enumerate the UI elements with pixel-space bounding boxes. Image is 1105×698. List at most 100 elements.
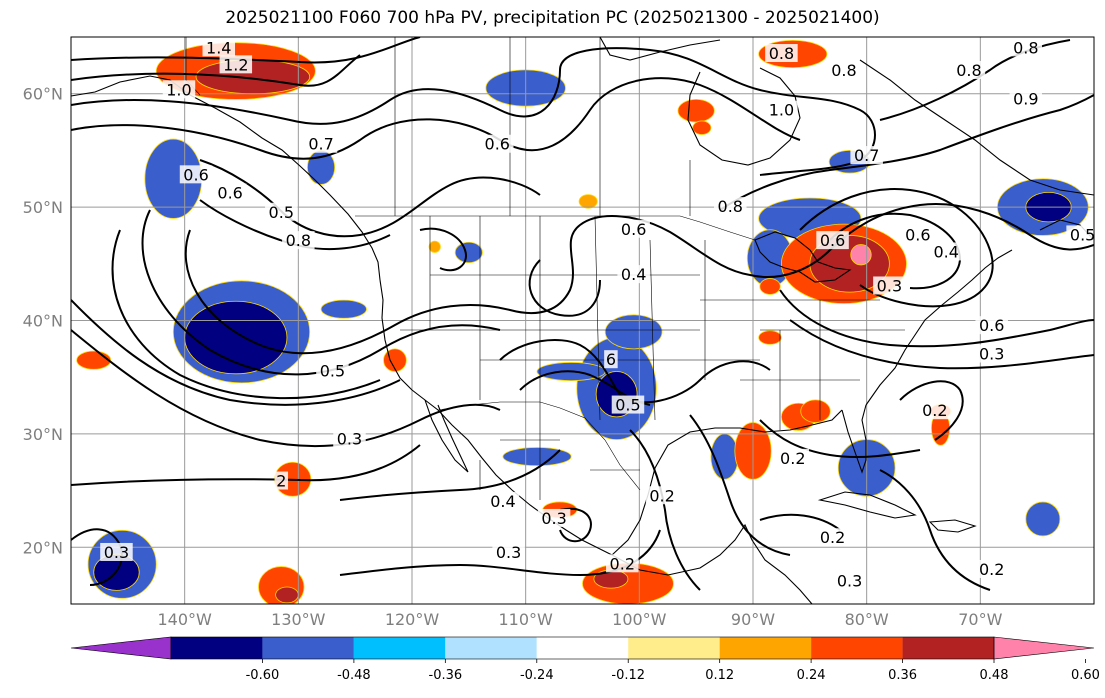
pv-contour (71, 329, 501, 448)
pv-contour (71, 299, 401, 406)
pv-contour (799, 188, 994, 308)
lat-tick-label: 30°N (23, 425, 63, 444)
colorbar-swatch (262, 637, 354, 659)
contour-label: 0.4 (621, 265, 646, 284)
contour-label-bg (486, 491, 520, 510)
pv-contour (789, 319, 1094, 370)
contour-label: 0.2 (649, 486, 674, 505)
contour-label-bg (1009, 89, 1043, 108)
contour-label-bg (645, 486, 679, 505)
contour-label-bg (304, 134, 338, 153)
contour-label: 1.2 (223, 55, 248, 74)
colorbar-frame (170, 636, 995, 660)
contour-label-bg (1066, 225, 1094, 244)
pc-shaded-region (850, 244, 872, 266)
pc-shaded-region (692, 120, 712, 135)
pv-contour (199, 199, 391, 250)
lat-tick-label: 50°N (23, 198, 63, 217)
contour-label: 1.0 (769, 101, 794, 120)
border-mexico-states (479, 402, 640, 500)
border-us-canada (355, 215, 756, 241)
pc-shaded-region (275, 586, 299, 604)
contour-label-bg (873, 276, 906, 295)
contour-label: 2 (276, 472, 286, 491)
colorbar-tick-label: 0.36 (888, 668, 917, 683)
great-lakes (754, 231, 852, 283)
colorbar-tick-label: 0.60 (1071, 668, 1100, 683)
contour-label: 0.6 (217, 183, 242, 202)
contour-label-bg (265, 202, 298, 221)
border-canada-provinces (394, 37, 691, 216)
contour-label: 0.9 (1013, 89, 1038, 108)
contour-label-bg (816, 231, 849, 250)
contour-label-bg (333, 429, 366, 448)
contour-label: 0.5 (1070, 225, 1095, 244)
contour-label: 0.8 (718, 197, 743, 216)
lon-tick-label: 80°W (845, 610, 889, 629)
contour-label: 0.2 (780, 449, 805, 468)
contour-label: 0.6 (979, 316, 1004, 335)
contour-label-bg (975, 316, 1008, 335)
colorbar-swatch (719, 637, 812, 659)
contour-label: 0.7 (308, 135, 333, 154)
contour-label-bg (776, 448, 810, 467)
pv-contours (71, 37, 1094, 591)
coastline-us-west (379, 279, 613, 556)
pc-shaded-region (383, 348, 407, 372)
colorbar-swatch (353, 637, 446, 659)
contour-label-bg (929, 242, 963, 261)
contour-label-bg (827, 61, 861, 80)
lon-tick-label: 110°W (498, 610, 553, 629)
lon-tick-label: 90°W (731, 610, 775, 629)
pv-contour (499, 339, 771, 404)
pc-shaded-region (758, 330, 782, 345)
colorbar-swatch (445, 637, 537, 659)
contour-label: 0.3 (104, 543, 129, 562)
lat-tick-label: 60°N (23, 85, 63, 104)
pv-contour (899, 380, 964, 441)
pc-shaded-region (1025, 501, 1061, 537)
colorbar: -0.60 -0.48 -0.36 -0.24 -0.12 0.12 0.24 0.36 0.4… (70, 636, 1100, 683)
colorbar-swatch (171, 637, 263, 659)
pv-contour (141, 209, 501, 376)
pv-contour (689, 414, 791, 556)
chart-title: 2025021100 F060 700 hPa PV, precipitatio… (225, 8, 880, 28)
contour-label: 0.3 (877, 276, 902, 295)
contour-label: 0.8 (956, 61, 981, 80)
pc-shaded-region (428, 240, 441, 253)
contour-label-bg (481, 134, 514, 153)
pv-contour (759, 513, 841, 531)
colorbar-tick-label: -0.60 (246, 668, 280, 683)
colorbar-swatch (902, 637, 994, 659)
pv-contour-labels: 1.41.21.00.70.60.60.50.80.60.60.40.81.00… (100, 38, 1095, 590)
map-frame (70, 36, 1095, 605)
lat-tick-label: 20°N (23, 538, 63, 557)
contour-label-bg (1009, 38, 1043, 57)
lon-tick-label: 140°W (157, 610, 212, 629)
contour-label-bg (952, 61, 986, 80)
contour-label-bg (816, 528, 849, 547)
colorbar-swatch (536, 637, 629, 659)
contour-label: 0.7 (854, 146, 879, 165)
coastlines-and-borders (71, 37, 1094, 604)
pc-shaded-region (76, 350, 112, 370)
coastline-florida (841, 404, 867, 474)
lon-tick-label: 120°W (385, 610, 440, 629)
colorbar-tick-label: -0.12 (611, 668, 645, 683)
coastline-labrador (859, 59, 1094, 196)
contour-label-bg (282, 231, 315, 250)
colorbar-tick-label: -0.48 (337, 668, 371, 683)
contour-label: 0.6 (621, 220, 646, 239)
coastline-gulf (611, 409, 843, 556)
colorbar-tick-label: -0.36 (429, 668, 463, 683)
contour-label: 0.6 (905, 225, 930, 244)
contour-label-bg (492, 542, 525, 561)
contour-label-bg (202, 38, 236, 57)
coastline-cuba (817, 491, 917, 519)
coastline-baja (424, 399, 469, 473)
contour-label-bg (617, 219, 650, 238)
contour-label: 0.5 (320, 362, 345, 381)
pc-shaded-region (195, 59, 311, 95)
contour-label: 0.2 (922, 401, 947, 420)
